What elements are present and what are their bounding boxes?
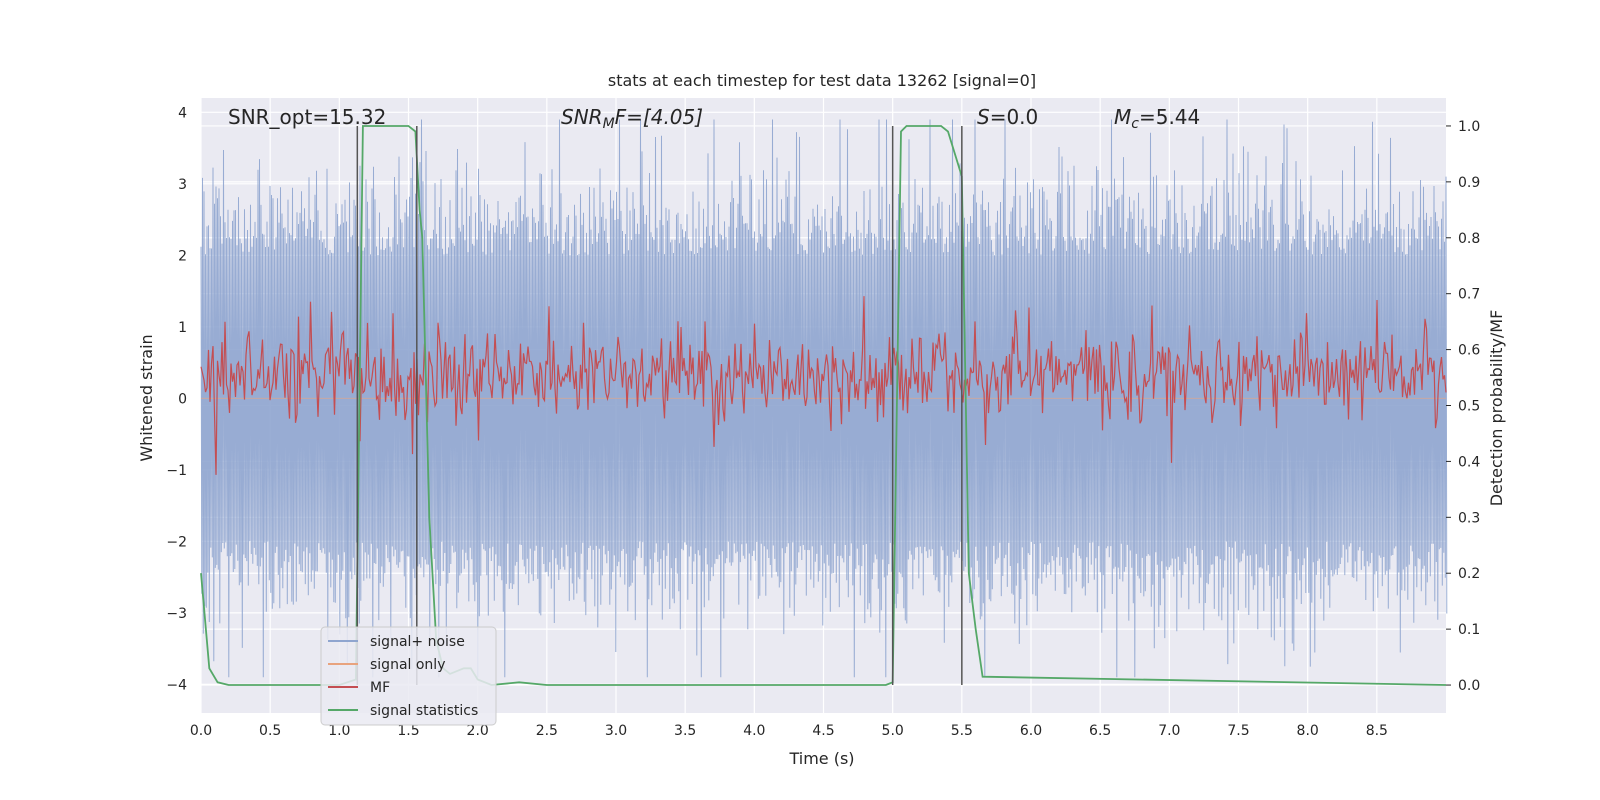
y-tick-label-left: 3: [178, 177, 187, 193]
legend-label: MF: [370, 680, 390, 696]
vertical-markers: [356, 125, 963, 686]
x-tick-label: 0.5: [259, 723, 281, 739]
mc-label: M: [1114, 105, 1131, 129]
x-tick-label: 5.0: [882, 723, 904, 739]
y-tick-label-right: 1.0: [1458, 119, 1480, 135]
annotation-snr-opt: SNR_opt=15.32: [228, 105, 386, 129]
annotation-snr-mf: SNRMF=[4.05]: [561, 105, 703, 132]
y-tick-label-left: 4: [178, 105, 187, 121]
y-tick-label-left: −4: [166, 677, 187, 693]
y-tick-label-left: 2: [178, 248, 187, 264]
y-ticks-left: 4 3 2 1 0 −1 −2 −3 −4: [166, 105, 187, 693]
snr-mf-value: F=[4.05]: [615, 105, 703, 129]
series-signal-noise: [200, 119, 1448, 678]
x-axis-label: Time (s): [788, 749, 854, 768]
x-tick-label: 8.5: [1366, 723, 1388, 739]
y-tick-label-left: −3: [166, 606, 187, 622]
y-tick-label-right: 0.1: [1458, 622, 1480, 638]
snr-mf-subscript: M: [603, 116, 615, 132]
snr-mf-label: SNR: [561, 105, 603, 129]
legend: signal+ noise signal only MF signal statist…: [320, 626, 497, 726]
x-tick-label: 2.0: [467, 723, 489, 739]
y-axis-label-left: Whitened strain: [137, 334, 156, 461]
x-tick-label: 4.5: [812, 723, 834, 739]
y-tick-label-right: 0.2: [1458, 566, 1480, 582]
y-tick-label-left: 0: [178, 391, 187, 407]
y-ticks-right: 1.0 0.9 0.8 0.7 0.6 0.5 0.4 0.3 0.2 0.1 0.0: [1446, 119, 1480, 694]
x-tick-label: 5.5: [951, 723, 973, 739]
x-tick-label: 2.5: [536, 723, 558, 739]
x-tick-label: 3.0: [605, 723, 627, 739]
y-tick-label-left: −2: [166, 534, 187, 550]
x-tick-label: 7.0: [1158, 723, 1180, 739]
x-tick-label: 3.5: [674, 723, 696, 739]
legend-label: signal+ noise: [370, 634, 465, 650]
mc-value: =5.44: [1139, 105, 1200, 129]
x-tick-label: 1.0: [328, 723, 350, 739]
series-mf: [200, 296, 1447, 475]
legend-label: signal only: [370, 657, 445, 673]
y-tick-label-right: 0.3: [1458, 510, 1480, 526]
x-tick-label: 7.5: [1227, 723, 1249, 739]
s-value: =0.0: [990, 105, 1039, 129]
y-tick-label-left: 1: [178, 320, 187, 336]
x-tick-label: 6.0: [1020, 723, 1042, 739]
x-tick-label: 4.0: [743, 723, 765, 739]
legend-label: signal statistics: [370, 703, 478, 719]
annotation-s: S=0.0: [977, 105, 1038, 129]
x-ticks: 0.0 0.5 1.0 1.5 2.0 2.5 3.0 3.5 4.0 4.5 5.0 5.5 6.0 6…: [190, 723, 1388, 739]
legend-box: [320, 626, 497, 726]
x-tick-label: 6.5: [1089, 723, 1111, 739]
y-tick-label-right: 0.9: [1458, 175, 1480, 191]
y-tick-label-right: 0.7: [1458, 287, 1480, 303]
s-label: S: [977, 105, 990, 129]
y-tick-label-right: 0.6: [1458, 343, 1480, 359]
y-tick-label-right: 0.8: [1458, 231, 1480, 247]
y-axis-label-right: Detection probability/MF: [1487, 310, 1506, 507]
annotation-mc: Mc=5.44: [1114, 105, 1200, 132]
x-tick-label: 8.0: [1297, 723, 1319, 739]
x-tick-label: 0.0: [190, 723, 212, 739]
y-tick-label-right: 0.0: [1458, 678, 1480, 694]
y-tick-label-right: 0.5: [1458, 399, 1480, 415]
mc-subscript: c: [1131, 116, 1139, 132]
x-tick-label: 1.5: [397, 723, 419, 739]
y-tick-label-right: 0.4: [1458, 454, 1480, 470]
chart-title: stats at each timestep for test data 132…: [608, 71, 1036, 90]
y-tick-label-left: −1: [166, 463, 187, 479]
